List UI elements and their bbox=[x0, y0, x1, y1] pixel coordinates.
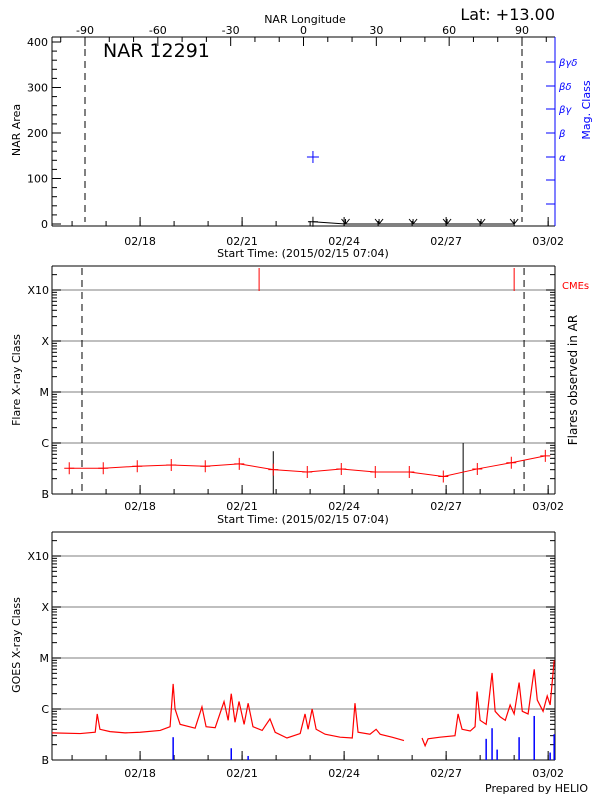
region-title: NAR 12291 bbox=[103, 40, 210, 62]
longitude-tick-label: 30 bbox=[369, 24, 383, 37]
flare-class-point bbox=[404, 466, 415, 478]
panel1-y-tick-label: 200 bbox=[27, 127, 48, 140]
mag-class-tick-label: βδ bbox=[558, 82, 572, 93]
mag-class-point bbox=[306, 151, 319, 163]
panel2-y-tick-label: C bbox=[41, 437, 49, 450]
panel2-y2label: Flares observed in AR bbox=[566, 315, 580, 445]
panel3-y-tick-label: X bbox=[41, 601, 49, 614]
panel2-ylabel: Flare X-ray Class bbox=[10, 334, 23, 426]
panel2-x-tick-label: 03/02 bbox=[532, 500, 564, 513]
panel3-y-tick-label: X10 bbox=[27, 550, 49, 563]
longitude-tick-label: 0 bbox=[300, 24, 307, 37]
panel1-x-tick-label: 02/21 bbox=[226, 235, 258, 248]
longitude-tick-label: 60 bbox=[442, 24, 456, 37]
flare-class-point bbox=[234, 457, 245, 470]
flare-class-point bbox=[506, 456, 517, 469]
panel3-y-tick-label: B bbox=[41, 754, 49, 767]
area-point-arrow bbox=[442, 218, 452, 225]
panel3-x-tick-label: 02/24 bbox=[328, 767, 360, 780]
mag-class-tick-label: βγδ bbox=[558, 58, 577, 69]
cmes-label: CMEs bbox=[562, 281, 589, 292]
panel2-y-tick-label: M bbox=[40, 386, 50, 399]
flare-class-point bbox=[370, 466, 381, 478]
flare-class-point bbox=[438, 470, 449, 483]
panel2-x-tick-label: 02/24 bbox=[328, 500, 360, 513]
panel3-x-tick-label: 02/21 bbox=[226, 767, 258, 780]
panel1-y-tick-label: 100 bbox=[27, 173, 48, 186]
mag-class-tick-label: α bbox=[559, 153, 566, 164]
longitude-tick-label: -60 bbox=[149, 24, 167, 37]
panel1-y-tick-label: 0 bbox=[41, 218, 48, 231]
flare-class-point bbox=[336, 462, 347, 475]
area-point-arrow bbox=[509, 218, 519, 225]
panel3-x-tick-label: 03/02 bbox=[532, 767, 564, 780]
area-point-arrow bbox=[341, 218, 350, 225]
panel1-x-tick-label: 02/18 bbox=[124, 235, 156, 248]
panel1-ylabel: NAR Area bbox=[10, 104, 23, 156]
panel1-x-tick-label: 03/02 bbox=[532, 235, 564, 248]
mag-class-tick-label: β bbox=[558, 129, 566, 140]
goes-flux-line bbox=[51, 683, 405, 742]
panel1-xlabel: Start Time: (2015/02/15 07:04) bbox=[217, 247, 389, 260]
longitude-tick-label: 90 bbox=[515, 24, 529, 37]
panel2-xlabel: Start Time: (2015/02/15 07:04) bbox=[217, 513, 389, 526]
latitude-label: Lat: +13.00 bbox=[460, 5, 555, 24]
longitude-axis-title: NAR Longitude bbox=[264, 13, 346, 26]
prepared-by-label: Prepared by HELIO bbox=[485, 782, 588, 795]
flare-class-point bbox=[200, 460, 211, 473]
flare-class-point bbox=[64, 462, 75, 475]
flare-class-point bbox=[132, 460, 143, 473]
panel3-y-tick-label: C bbox=[41, 703, 49, 716]
area-point-arrow bbox=[374, 218, 384, 225]
panel2-x-tick-label: 02/18 bbox=[124, 500, 156, 513]
panel2-y-tick-label: X bbox=[41, 335, 49, 348]
panel1-x-tick-label: 02/27 bbox=[430, 235, 462, 248]
flare-class-point bbox=[540, 449, 551, 462]
panel2-x-tick-label: 02/27 bbox=[430, 500, 462, 513]
area-point-arrow bbox=[476, 218, 486, 225]
panel1-y-tick-label: 400 bbox=[27, 36, 48, 49]
panel2-y-tick-label: X10 bbox=[27, 284, 49, 297]
panel1-x-tick-label: 02/24 bbox=[328, 235, 360, 248]
panel2-x-tick-label: 02/21 bbox=[226, 500, 258, 513]
longitude-tick-label: -30 bbox=[222, 24, 240, 37]
flare-class-point bbox=[472, 462, 483, 475]
panel2-y-tick-label: B bbox=[41, 488, 49, 501]
panel3-x-tick-label: 02/18 bbox=[124, 767, 156, 780]
area-point-arrow bbox=[408, 218, 418, 225]
panel3-y-tick-label: M bbox=[40, 652, 50, 665]
flare-class-point bbox=[98, 462, 109, 475]
panel1-y2label: Mag. Class bbox=[580, 80, 593, 139]
area-point-plus bbox=[307, 216, 318, 227]
mag-class-tick-label: βγ bbox=[558, 105, 572, 116]
flare-class-point bbox=[166, 459, 177, 472]
flare-class-point bbox=[302, 466, 313, 478]
panel3-x-tick-label: 02/27 bbox=[430, 767, 462, 780]
longitude-tick-label: -90 bbox=[76, 24, 94, 37]
panel3-ylabel: GOES X-ray Class bbox=[10, 597, 23, 693]
goes-flux-line bbox=[421, 660, 555, 748]
panel1-y-tick-label: 300 bbox=[27, 82, 48, 95]
flare-class-point bbox=[268, 463, 279, 476]
